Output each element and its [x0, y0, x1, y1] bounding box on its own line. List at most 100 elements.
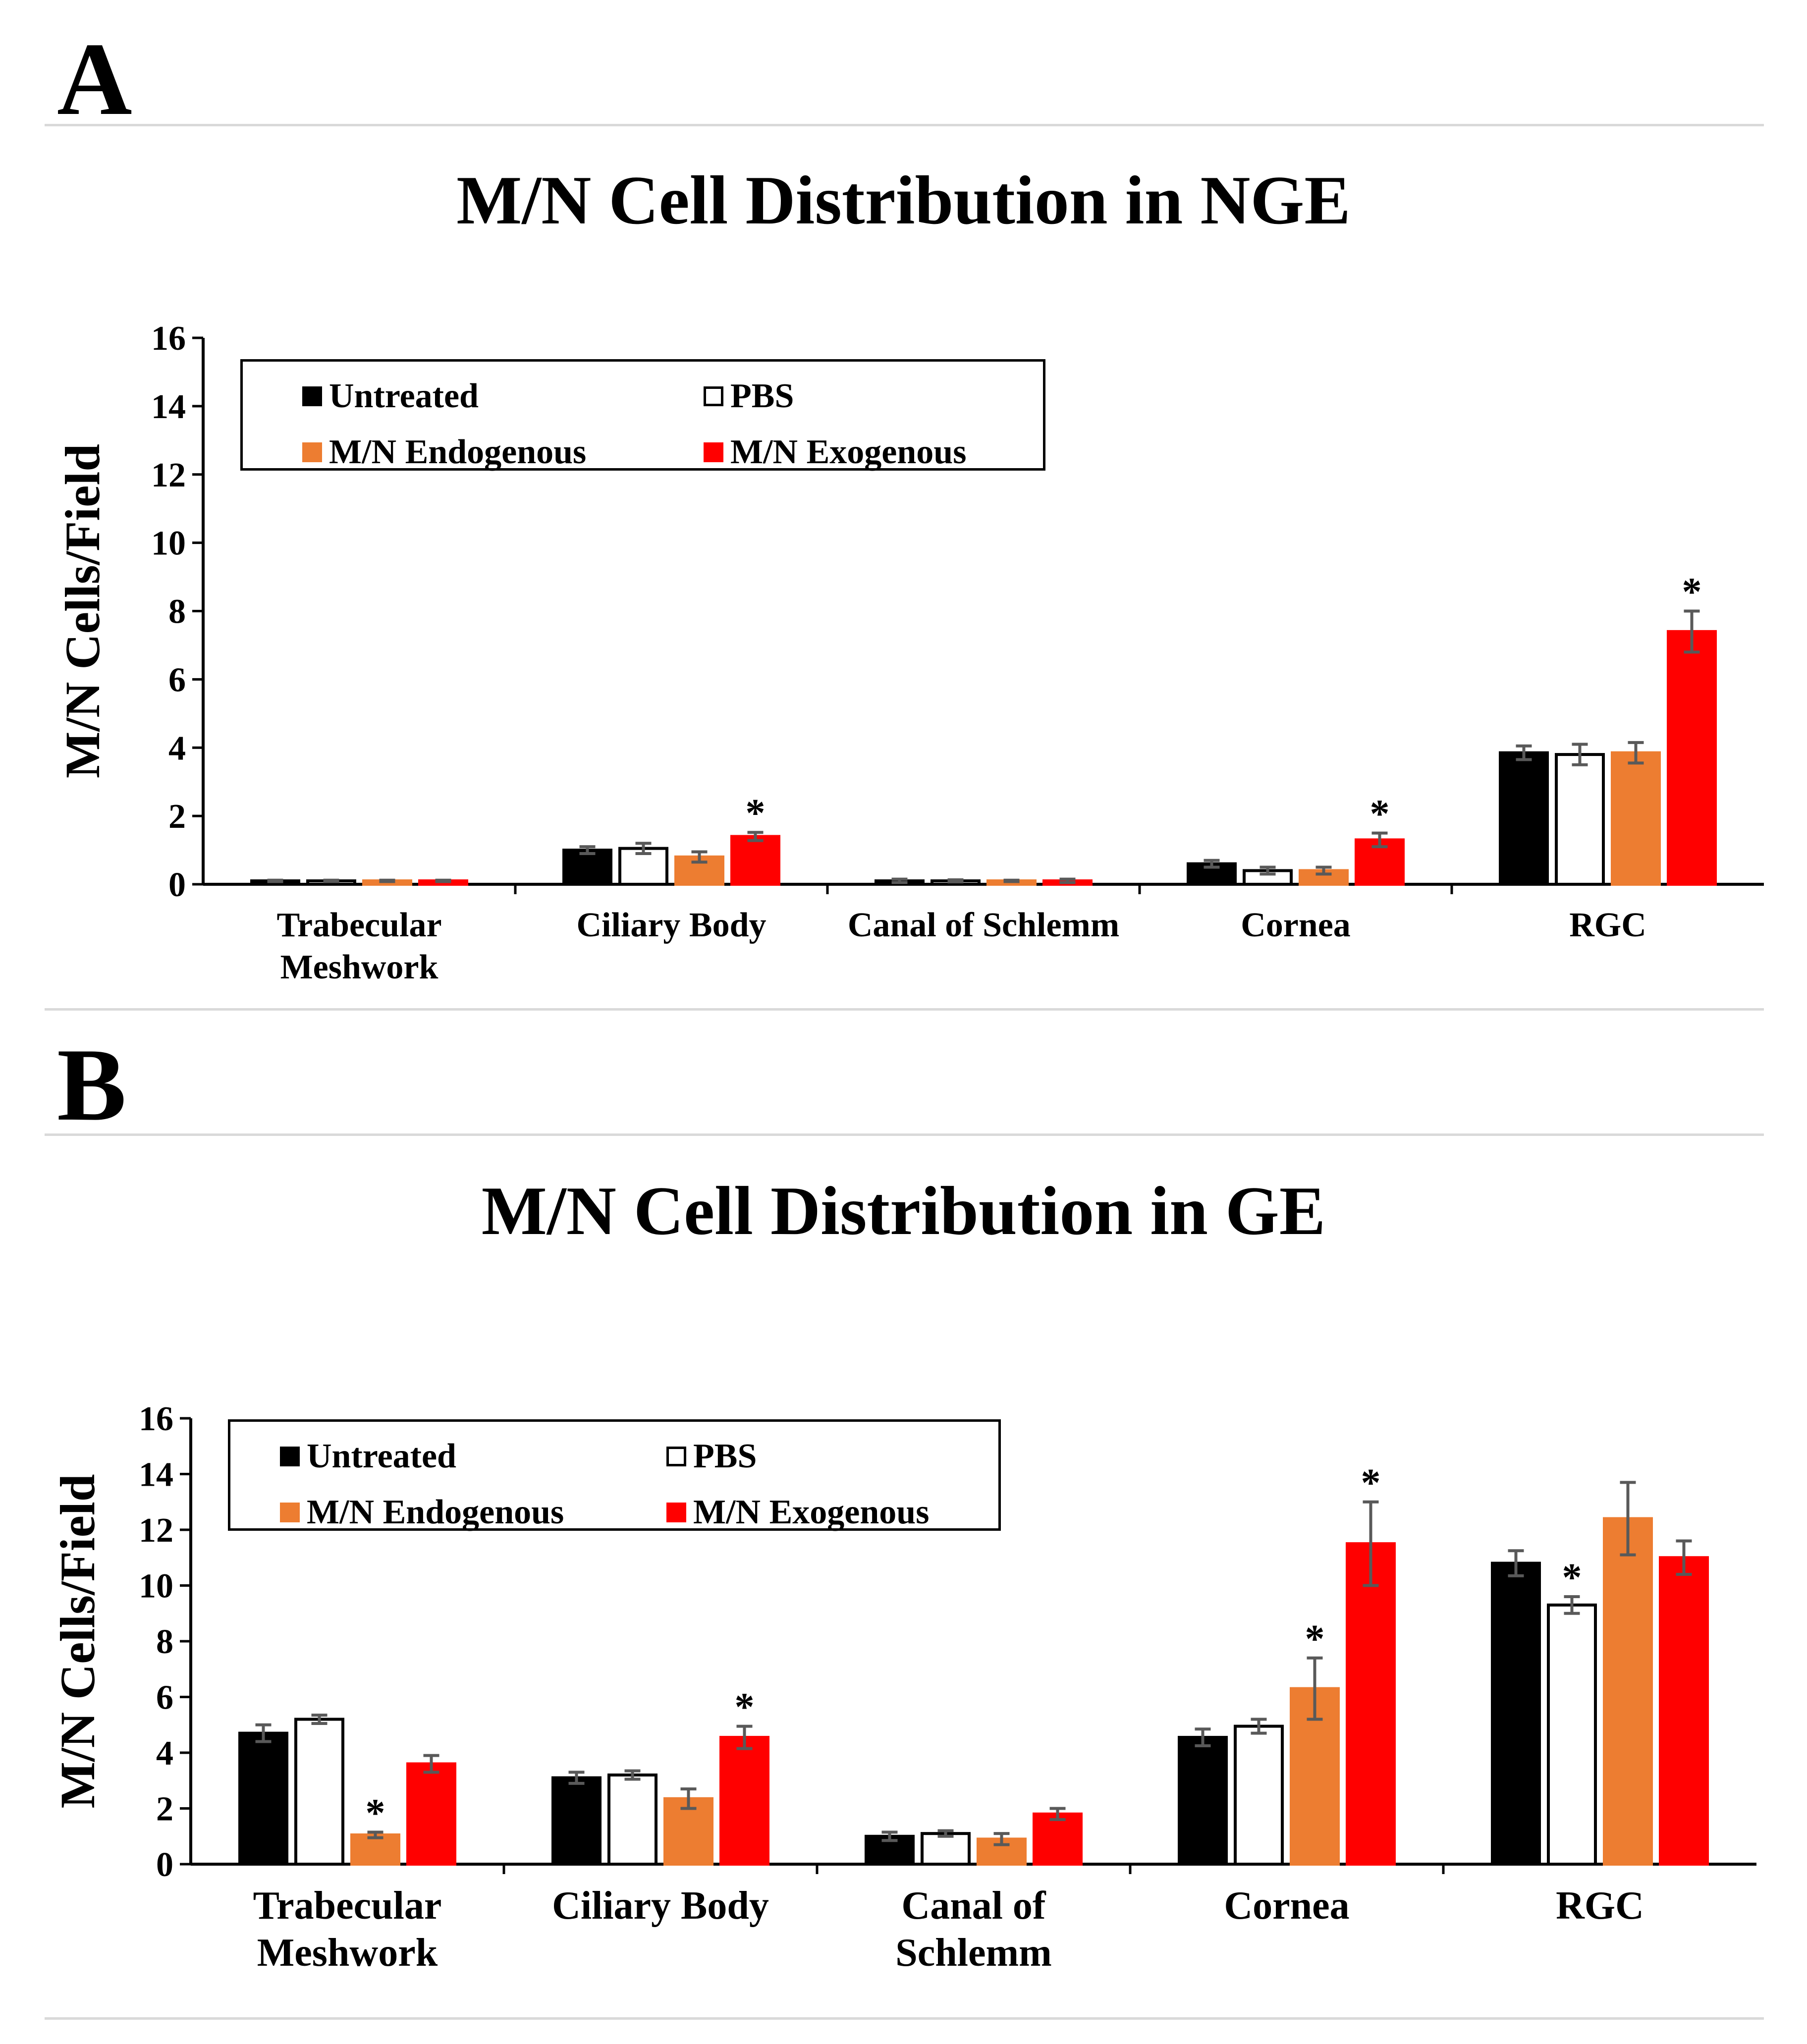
bar-pbs-canal-of-schlemm	[921, 1832, 971, 1866]
divider-lower	[45, 1133, 1764, 1136]
x-tick-label-canal-of-schlemm: Canal of	[901, 1884, 1046, 1928]
legend-label: PBS	[730, 377, 794, 415]
bar-pbs-cornea	[1234, 1724, 1284, 1866]
significance-marker: *	[1562, 1556, 1582, 1600]
legend-swatch-pbs	[704, 386, 723, 406]
bar-m-n-exogenous-rgc	[1659, 1556, 1709, 1866]
y-tick-label: 12	[151, 456, 186, 494]
y-tick-label: 2	[168, 798, 186, 836]
legend-label: M/N Exogenous	[730, 433, 967, 471]
divider-bottom	[45, 2017, 1764, 2020]
bar-untreated-rgc	[1499, 751, 1549, 886]
chart-a-title: M/N Cell Distribution in NGE	[456, 162, 1351, 239]
chart-b-legend: Untreated PBS M/N Endogenous M/N Exogeno…	[228, 1419, 1001, 1531]
bar-m-n-exogenous-rgc	[1667, 630, 1717, 886]
x-tick-label-trabecular-meshwork: Meshwork	[280, 948, 438, 986]
bar-m-n-exogenous-trabecular-meshwork	[406, 1762, 456, 1866]
divider-middle	[45, 1008, 1764, 1011]
y-tick-label: 16	[151, 320, 186, 358]
bar-pbs-trabecular-meshwork	[294, 1718, 344, 1866]
bar-m-n-exogenous-ciliary-body	[730, 835, 780, 886]
legend-item-endogenous: M/N Endogenous	[302, 435, 586, 470]
legend-item-endogenous: M/N Endogenous	[280, 1495, 564, 1530]
x-tick-label-rgc: RGC	[1556, 1884, 1644, 1928]
divider-top	[45, 124, 1764, 126]
x-tick-label-cornea: Cornea	[1224, 1884, 1349, 1928]
bar-m-n-exogenous-ciliary-body	[719, 1736, 769, 1866]
legend-swatch-untreated	[280, 1447, 300, 1466]
y-tick-label: 10	[151, 525, 186, 563]
panel-b-letter: B	[57, 1027, 127, 1142]
legend-swatch-exogenous	[704, 442, 723, 462]
significance-marker: *	[1370, 793, 1390, 836]
legend-swatch-endogenous	[280, 1503, 300, 1522]
bar-m-n-endogenous-rgc	[1611, 751, 1661, 886]
legend-swatch-pbs	[666, 1447, 686, 1466]
significance-marker: *	[735, 1686, 755, 1729]
bar-m-n-endogenous-rgc	[1603, 1517, 1653, 1866]
legend-label: M/N Endogenous	[307, 1493, 564, 1531]
bar-untreated-canal-of-schlemm	[865, 1834, 915, 1866]
y-axis-title: M/N Cells/Field	[50, 1474, 105, 1809]
bar-untreated-ciliary-body	[551, 1776, 602, 1866]
x-tick-label-ciliary-body: Ciliary Body	[576, 906, 766, 944]
bar-pbs-ciliary-body	[607, 1774, 657, 1866]
bar-untreated-trabecular-meshwork	[238, 1731, 288, 1866]
legend-item-untreated: Untreated	[302, 379, 479, 414]
y-tick-label: 8	[156, 1623, 173, 1661]
y-tick-label: 16	[139, 1400, 173, 1438]
bar-m-n-exogenous-canal-of-schlemm	[1033, 1812, 1083, 1866]
y-tick-label: 4	[156, 1734, 173, 1773]
legend-label: M/N Exogenous	[693, 1493, 930, 1531]
y-tick-label: 14	[139, 1456, 173, 1494]
y-tick-label: 14	[151, 388, 186, 426]
bar-untreated-ciliary-body	[562, 849, 612, 886]
significance-marker: *	[1361, 1461, 1381, 1505]
bar-m-n-endogenous-trabecular-meshwork	[350, 1833, 400, 1866]
legend-swatch-untreated	[302, 386, 322, 406]
x-tick-label-rgc: RGC	[1569, 906, 1646, 944]
panel-a-letter: A	[57, 22, 132, 137]
significance-marker: *	[366, 1791, 385, 1835]
bar-pbs-rgc	[1555, 753, 1605, 886]
x-tick-label-cornea: Cornea	[1241, 906, 1351, 944]
y-axis-title: M/N Cells/Field	[55, 444, 110, 778]
y-tick-label: 12	[139, 1511, 173, 1550]
x-tick-label-trabecular-meshwork: Trabecular	[253, 1884, 442, 1928]
legend-swatch-exogenous	[666, 1503, 686, 1522]
legend-label: Untreated	[307, 1437, 456, 1475]
y-tick-label: 0	[168, 866, 186, 904]
x-tick-label-ciliary-body: Ciliary Body	[552, 1884, 769, 1928]
chart-a-plot: 0 2 4 6 8 10 12 14 16 M/N Cells/Field Trabecular Me…	[55, 320, 1764, 986]
y-tick-label: 6	[156, 1679, 173, 1717]
legend-label: M/N Endogenous	[329, 433, 587, 471]
significance-marker: *	[1682, 571, 1702, 614]
y-tick-label: 6	[168, 661, 186, 699]
bar-m-n-exogenous-cornea	[1346, 1542, 1396, 1866]
bar-untreated-rgc	[1491, 1561, 1541, 1866]
legend-item-untreated: Untreated	[280, 1439, 456, 1474]
legend-item-exogenous: M/N Exogenous	[704, 435, 966, 470]
legend-item-pbs: PBS	[666, 1439, 757, 1474]
bar-pbs-rgc	[1547, 1603, 1597, 1866]
legend-swatch-endogenous	[302, 442, 322, 462]
significance-marker: *	[746, 792, 766, 835]
x-tick-label-canal-of-schlemm: Canal of Schlemm	[848, 906, 1119, 944]
legend-label: Untreated	[329, 377, 479, 415]
bar-untreated-cornea	[1178, 1736, 1228, 1866]
chart-b-plot: 0 2 4 6 8 10 12 14 16 M/N Cells/Field TrabecularMe…	[50, 1400, 1756, 1975]
chart-b-title: M/N Cell Distribution in GE	[481, 1173, 1326, 1249]
y-tick-label: 10	[139, 1567, 173, 1606]
x-tick-label-canal-of-schlemm: Schlemm	[895, 1931, 1052, 1975]
legend-item-pbs: PBS	[704, 379, 794, 414]
y-tick-label: 8	[168, 593, 186, 631]
significance-marker: *	[1305, 1617, 1325, 1661]
bar-m-n-endogenous-ciliary-body	[663, 1797, 713, 1866]
y-tick-label: 2	[156, 1790, 173, 1829]
legend-label: PBS	[693, 1437, 757, 1475]
legend-item-exogenous: M/N Exogenous	[666, 1495, 929, 1530]
y-tick-label: 4	[168, 729, 186, 767]
y-tick-label: 0	[156, 1846, 173, 1884]
x-tick-label-trabecular-meshwork: Trabecular	[276, 906, 441, 944]
x-tick-label-trabecular-meshwork: Meshwork	[257, 1931, 438, 1975]
